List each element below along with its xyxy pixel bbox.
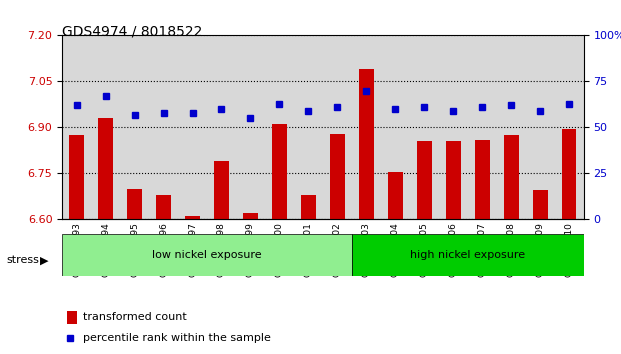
Bar: [149, 35, 178, 219]
Bar: [475, 140, 489, 219]
Bar: [120, 35, 149, 219]
Bar: [178, 35, 207, 219]
Bar: [236, 35, 265, 219]
Bar: [417, 141, 432, 219]
Bar: [120, 35, 149, 219]
Text: ▶: ▶: [40, 255, 49, 265]
Bar: [381, 35, 410, 219]
Bar: [352, 35, 381, 219]
Bar: [381, 35, 410, 219]
Bar: [207, 35, 236, 219]
Bar: [98, 118, 113, 219]
Bar: [526, 35, 555, 219]
Bar: [468, 35, 497, 219]
Bar: [352, 35, 381, 219]
Bar: [294, 35, 323, 219]
Bar: [265, 35, 294, 219]
Bar: [91, 35, 120, 219]
Text: transformed count: transformed count: [83, 312, 187, 322]
Bar: [178, 35, 207, 219]
Bar: [149, 35, 178, 219]
Bar: [323, 35, 352, 219]
Bar: [359, 69, 374, 219]
Bar: [446, 141, 461, 219]
Bar: [526, 35, 555, 219]
Bar: [439, 35, 468, 219]
Bar: [555, 35, 584, 219]
Bar: [120, 35, 149, 219]
Bar: [323, 35, 352, 219]
Bar: [330, 133, 345, 219]
Bar: [410, 35, 439, 219]
Text: GDS4974 / 8018522: GDS4974 / 8018522: [62, 25, 202, 39]
Bar: [497, 35, 526, 219]
Bar: [236, 35, 265, 219]
Bar: [439, 35, 468, 219]
Bar: [294, 35, 323, 219]
Bar: [67, 311, 77, 324]
Bar: [178, 35, 207, 219]
Bar: [91, 35, 120, 219]
Bar: [323, 35, 352, 219]
Bar: [207, 35, 236, 219]
Bar: [91, 35, 120, 219]
Bar: [301, 195, 315, 219]
Bar: [439, 35, 468, 219]
Bar: [526, 35, 555, 219]
Text: stress: stress: [6, 255, 39, 265]
Bar: [127, 189, 142, 219]
FancyBboxPatch shape: [352, 234, 584, 276]
Bar: [62, 35, 91, 219]
Bar: [272, 124, 287, 219]
Bar: [265, 35, 294, 219]
Bar: [156, 195, 171, 219]
Bar: [533, 190, 548, 219]
Text: low nickel exposure: low nickel exposure: [152, 250, 262, 260]
Text: high nickel exposure: high nickel exposure: [410, 250, 525, 260]
Bar: [243, 213, 258, 219]
Bar: [185, 216, 200, 219]
Bar: [468, 35, 497, 219]
Bar: [504, 135, 519, 219]
FancyBboxPatch shape: [62, 234, 352, 276]
Bar: [381, 35, 410, 219]
Bar: [294, 35, 323, 219]
Bar: [62, 35, 91, 219]
Bar: [207, 35, 236, 219]
Bar: [410, 35, 439, 219]
Bar: [468, 35, 497, 219]
Bar: [62, 35, 91, 219]
Bar: [149, 35, 178, 219]
Text: percentile rank within the sample: percentile rank within the sample: [83, 333, 271, 343]
Bar: [352, 35, 381, 219]
Bar: [70, 135, 84, 219]
Bar: [562, 129, 576, 219]
Bar: [497, 35, 526, 219]
Bar: [497, 35, 526, 219]
Bar: [388, 172, 402, 219]
Bar: [214, 161, 229, 219]
Bar: [265, 35, 294, 219]
Bar: [410, 35, 439, 219]
Bar: [555, 35, 584, 219]
Bar: [236, 35, 265, 219]
Bar: [555, 35, 584, 219]
